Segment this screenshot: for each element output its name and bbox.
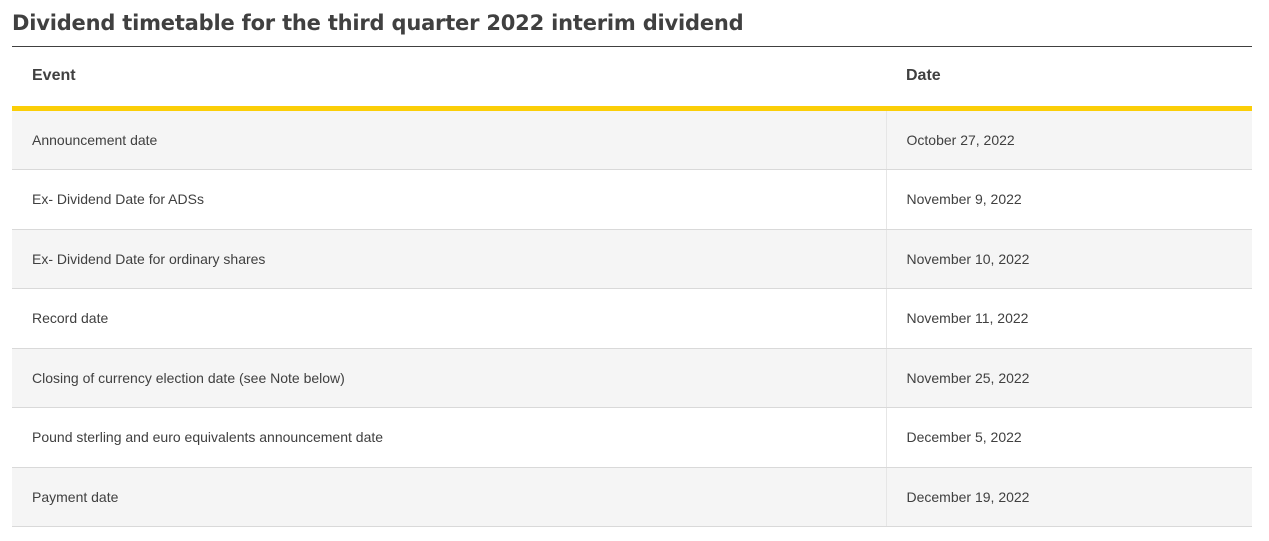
table-row: Pound sterling and euro equivalents anno… (12, 407, 1252, 468)
table-row: Closing of currency election date (see N… (12, 348, 1252, 408)
column-header-event: Event (12, 47, 886, 111)
dividend-timetable: Event Date Announcement date October 27,… (12, 47, 1252, 527)
table-row: Ex- Dividend Date for ordinary shares No… (12, 229, 1252, 289)
column-header-date: Date (886, 47, 1252, 111)
date-cell: November 11, 2022 (885, 288, 1252, 349)
date-cell: November 10, 2022 (885, 229, 1252, 289)
event-cell: Announcement date (12, 107, 886, 170)
table-row: Record date November 11, 2022 (12, 288, 1252, 349)
event-cell: Pound sterling and euro equivalents anno… (12, 407, 886, 468)
table-body: Announcement date October 27, 2022 Ex- D… (12, 107, 1252, 527)
date-cell: November 25, 2022 (885, 348, 1252, 408)
event-cell: Record date (12, 288, 886, 349)
table-header-row: Event Date (12, 47, 1252, 111)
table-row: Ex- Dividend Date for ADSs November 9, 2… (12, 169, 1252, 230)
event-cell: Ex- Dividend Date for ordinary shares (12, 229, 886, 289)
table-row: Payment date December 19, 2022 (12, 467, 1252, 527)
event-cell: Closing of currency election date (see N… (12, 348, 886, 408)
page-title: Dividend timetable for the third quarter… (12, 11, 744, 35)
date-cell: December 19, 2022 (885, 467, 1252, 527)
table-header: Event Date (12, 47, 1252, 111)
event-cell: Payment date (12, 467, 886, 527)
date-cell: December 5, 2022 (885, 407, 1252, 468)
date-cell: November 9, 2022 (885, 169, 1252, 230)
title-divider (12, 46, 1252, 47)
event-cell: Ex- Dividend Date for ADSs (12, 169, 886, 230)
table-row: Announcement date October 27, 2022 (12, 107, 1252, 170)
date-cell: October 27, 2022 (885, 107, 1252, 170)
